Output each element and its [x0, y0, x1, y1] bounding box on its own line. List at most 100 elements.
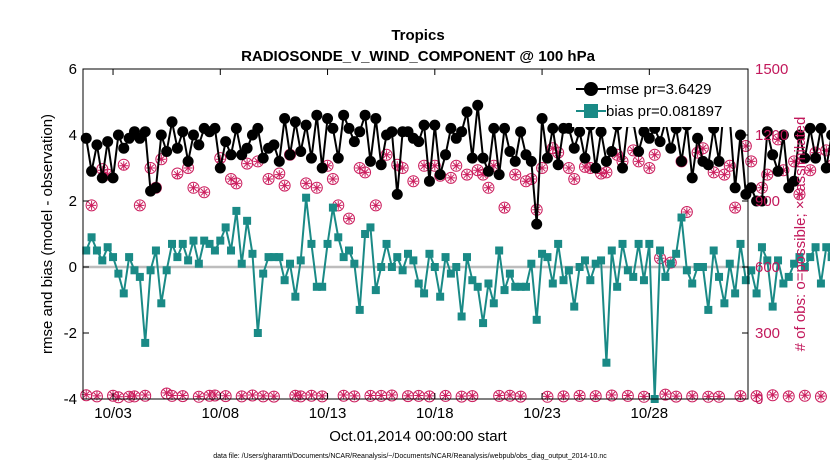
plot-area-frame [82, 68, 749, 400]
bias-point [302, 193, 311, 202]
obs-assimilated-point [403, 391, 413, 401]
bias-point [741, 276, 750, 285]
obs-assimilated-point [296, 391, 306, 401]
bias-point [543, 253, 552, 262]
bias-point [527, 259, 536, 268]
obs-assimilated-point [129, 391, 139, 401]
bias-point [141, 338, 150, 347]
bias-point [682, 266, 691, 275]
obs-assimilated-point [333, 200, 343, 210]
bias-point [672, 249, 681, 258]
bias-point [656, 246, 665, 255]
bias-point [237, 259, 246, 268]
obs-possible-point [814, 390, 827, 403]
bias-point [715, 272, 724, 281]
bias-point [210, 246, 219, 255]
bias-point [312, 282, 321, 291]
obs-possible-point [348, 390, 361, 403]
obs-assimilated-point [247, 390, 257, 400]
bias-point [216, 236, 225, 245]
rmse-point [440, 149, 452, 161]
bias-point [736, 239, 745, 248]
obs-assimilated-point [424, 391, 434, 401]
rmse-point [118, 142, 130, 154]
rmse-point [488, 122, 500, 134]
rmse-point [391, 188, 403, 200]
obs-possible-point [562, 162, 575, 174]
bias-point [795, 253, 804, 262]
obs-assimilated-point [446, 173, 456, 183]
obs-assimilated-point [746, 156, 756, 166]
y-right-tick-label: 1500 [755, 61, 788, 78]
obs-possible-point [139, 389, 152, 402]
bias-point [162, 266, 171, 275]
rmse-point [466, 152, 478, 164]
rmse-point [600, 155, 612, 167]
rmse-point [665, 142, 677, 154]
obs-assimilated-point [124, 391, 134, 401]
obs-assimilated-point [768, 390, 778, 400]
bias-point [816, 279, 825, 288]
rmse-point [429, 119, 441, 131]
obs-possible-point [498, 201, 511, 214]
bias-point [398, 266, 407, 275]
rmse-point [509, 155, 521, 167]
obs-possible-point [798, 389, 811, 402]
obs-assimilated-point [709, 167, 719, 177]
rmse-point [327, 122, 339, 134]
rmse-point [654, 136, 666, 148]
obs-assimilated-point [344, 214, 354, 224]
rmse-point [477, 152, 489, 164]
obs-possible-point [782, 390, 795, 403]
bias-point [516, 282, 525, 291]
obs-assimilated-point [800, 390, 810, 400]
obs-assimilated-point [500, 203, 510, 213]
rmse-point [541, 152, 553, 164]
rmse-point [354, 126, 366, 138]
bias-point [559, 276, 568, 285]
obs-assimilated-point [274, 170, 284, 180]
bias-point [629, 272, 638, 281]
bias-point [688, 279, 697, 288]
obs-possible-point [536, 162, 549, 174]
bias-point [366, 223, 375, 232]
obs-assimilated-point [489, 161, 499, 171]
obs-possible-point [267, 390, 280, 403]
bias-point [779, 279, 788, 288]
rmse-point [461, 106, 473, 118]
rmse-point [423, 175, 435, 187]
obs-assimilated-point [462, 170, 472, 180]
obs-assimilated-point [714, 391, 724, 401]
obs-assimilated-point [194, 391, 204, 401]
obs-assimilated-point [360, 167, 370, 177]
bias-point [774, 256, 783, 265]
rmse-point [590, 162, 602, 174]
bias-point [403, 249, 412, 258]
bias-point [425, 249, 434, 258]
bias-point [173, 253, 182, 262]
obs-assimilated-point [816, 391, 826, 401]
obs-assimilated-point [682, 207, 692, 217]
rmse-point [359, 109, 371, 121]
obs-assimilated-point [553, 148, 563, 158]
chart-title: Tropics [391, 27, 444, 44]
y-right-tick-label: 600 [755, 259, 780, 276]
rmse-point [563, 122, 575, 134]
bias-point [393, 253, 402, 262]
rmse-point [756, 195, 768, 207]
bias-point [500, 286, 509, 295]
y-tick-label: 0 [69, 259, 77, 276]
rmse-point [472, 99, 484, 111]
rmse-point [761, 126, 773, 138]
rmse-point [606, 146, 618, 157]
data-file-footer: data file: /Users/gharamti/Documents/NCA… [213, 453, 607, 460]
bias-point [280, 276, 289, 285]
bias-point [575, 263, 584, 271]
obs-assimilated-point [634, 156, 644, 166]
bias-point [232, 206, 241, 215]
bias-point [205, 239, 214, 248]
obs-possible-point [648, 148, 661, 161]
bias-point [570, 302, 579, 311]
obs-assimilated-point [569, 174, 579, 184]
rmse-point [799, 152, 811, 164]
